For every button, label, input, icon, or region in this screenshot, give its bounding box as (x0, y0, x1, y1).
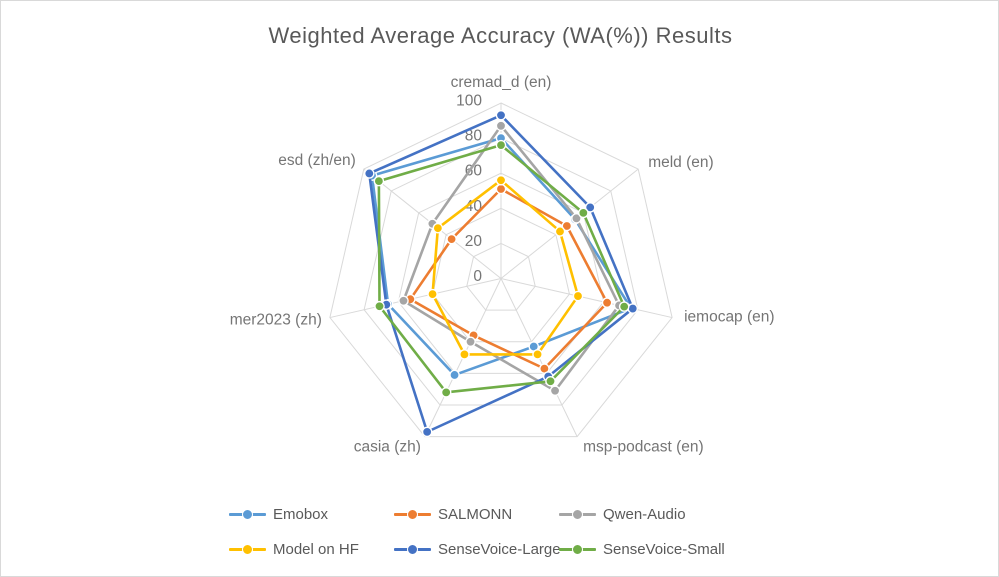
legend-dot-icon (572, 508, 583, 520)
data-point-marker (545, 375, 556, 387)
data-point-marker (432, 222, 444, 234)
series-line (377, 143, 626, 394)
category-label-4: casia (zh) (354, 439, 421, 456)
data-point-marker (440, 387, 452, 398)
category-label-5: mer2023 (zh) (230, 312, 322, 329)
data-point-marker (421, 426, 433, 438)
series-line (431, 178, 580, 356)
legend-dot-icon (242, 508, 253, 520)
legend-item-emobox[interactable]: Emobox (229, 504, 328, 524)
data-point-marker (571, 213, 582, 224)
legend-dot-icon (407, 543, 418, 555)
data-point-marker (373, 175, 385, 187)
chart-title: Weighted Average Accuracy (WA(%)) Result… (268, 23, 733, 48)
legend-dot-icon (242, 543, 253, 555)
category-label-6: esd (zh/en) (278, 152, 356, 169)
series-line (409, 187, 609, 370)
legend-item-model-on-hf[interactable]: Model on HF (229, 539, 359, 559)
data-point-marker (459, 349, 470, 360)
data-point-marker (549, 385, 561, 397)
data-point-marker (398, 295, 409, 307)
axis-spoke (500, 278, 673, 319)
legend-label: Qwen-Audio (603, 505, 686, 523)
legend-marker-icon (394, 508, 431, 520)
legend-item-salmonn[interactable]: SALMONN (394, 504, 512, 524)
legend-item-sensevoice-large[interactable]: SenseVoice-Large (394, 539, 561, 559)
legend-marker-icon (394, 543, 431, 555)
data-point-marker (584, 202, 596, 213)
data-point-marker (572, 290, 584, 302)
tick-label-100: 100 (456, 93, 482, 110)
legend-label: SALMONN (438, 505, 513, 523)
legend-marker-icon (559, 543, 596, 555)
data-point-marker (495, 120, 507, 132)
data-point-marker (554, 226, 566, 237)
data-point-marker (578, 207, 589, 219)
category-label-0: cremad_d (en) (451, 74, 552, 91)
category-label-1: meld (en) (648, 154, 713, 171)
legend-label: SenseVoice-Large (438, 540, 561, 558)
legend-label: Model on HF (273, 540, 359, 558)
legend-marker-icon (229, 508, 266, 520)
tick-label-60: 60 (465, 163, 483, 180)
legend-item-sensevoice-small[interactable]: SenseVoice-Small (559, 539, 725, 559)
legend-marker-icon (229, 543, 266, 555)
gridline-ring-80 (363, 137, 639, 406)
gridline-ring-60 (397, 172, 605, 374)
legend-item-qwen-audio[interactable]: Qwen-Audio (559, 504, 686, 524)
tick-label-20: 20 (465, 233, 483, 250)
radar-series-SenseVoice-Small (373, 139, 630, 398)
data-point-marker (363, 168, 375, 179)
series-line (402, 124, 621, 393)
data-point-marker (627, 303, 639, 314)
radar-series-SALMONN (405, 183, 613, 374)
gridline-ring-40 (432, 207, 570, 343)
tick-label-80: 80 (465, 128, 483, 145)
data-point-marker (446, 233, 457, 245)
gridline-ring-100 (329, 102, 673, 438)
series-line (367, 113, 635, 434)
tick-label-0: 0 (473, 268, 482, 285)
data-point-marker (495, 139, 507, 151)
legend-dot-icon (407, 508, 418, 520)
legend-label: Emobox (273, 505, 329, 523)
legend-label: SenseVoice-Small (603, 540, 725, 558)
data-point-marker (495, 109, 507, 121)
data-point-marker (465, 336, 476, 348)
data-point-marker (561, 220, 573, 232)
data-point-marker (532, 349, 543, 360)
data-point-marker (495, 174, 507, 186)
category-label-3: msp-podcast (en) (583, 439, 704, 456)
legend-dot-icon (572, 543, 583, 555)
data-point-marker (427, 288, 438, 300)
data-point-marker (618, 301, 630, 312)
data-point-marker (374, 300, 385, 312)
radar-series-Model on HF (427, 174, 584, 360)
category-label-2: iemocap (en) (684, 309, 774, 326)
gridline-ring-20 (466, 242, 536, 311)
data-point-marker (495, 183, 507, 195)
legend-marker-icon (559, 508, 596, 520)
data-point-marker (449, 369, 460, 381)
data-point-marker (601, 297, 613, 309)
